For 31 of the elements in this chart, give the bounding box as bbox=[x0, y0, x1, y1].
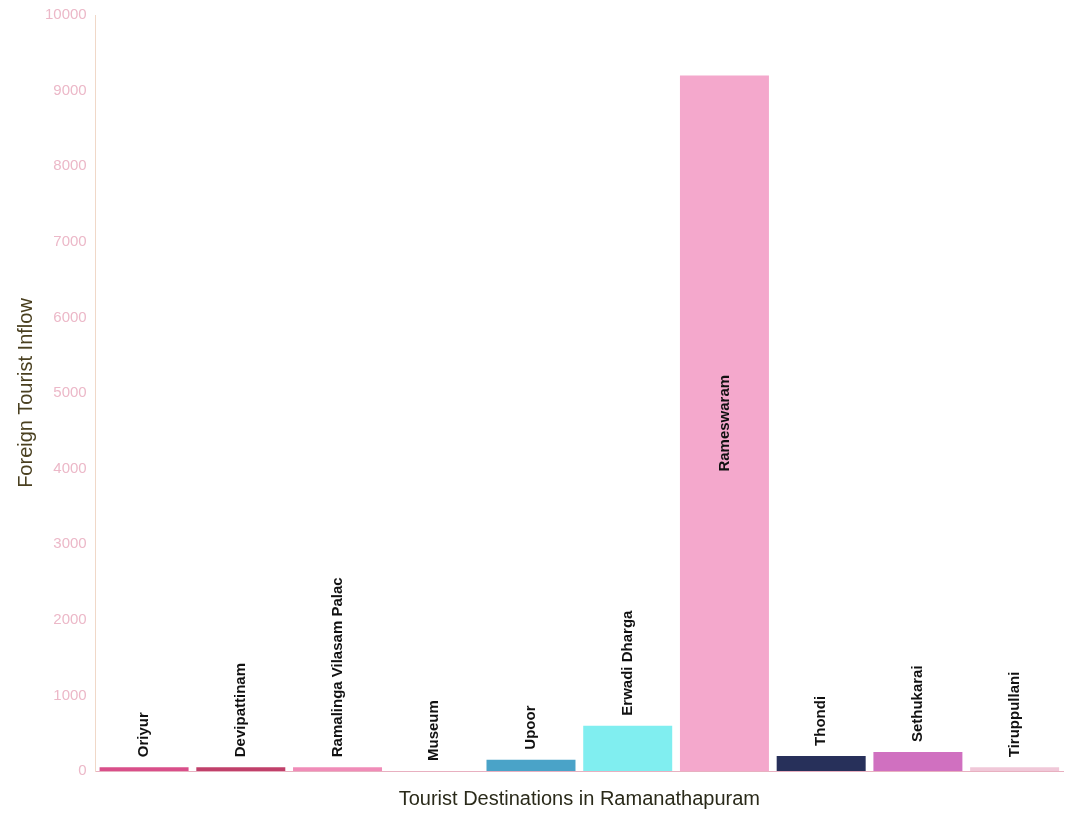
y-tick-label: 10000 bbox=[44, 5, 87, 23]
x-tick-label: Sethukarai bbox=[908, 665, 926, 743]
x-tick-label: Museum bbox=[424, 700, 442, 761]
y-tick-label: 4000 bbox=[53, 458, 87, 476]
bar bbox=[196, 767, 286, 771]
y-tick-label: 9000 bbox=[53, 80, 87, 98]
x-tick-label: Ramalinga Vilasam Palac bbox=[327, 577, 345, 758]
x-tick-label: Tiruppullani bbox=[1004, 671, 1022, 758]
x-tick-label: Upoor bbox=[521, 705, 539, 750]
y-tick-label: 1000 bbox=[53, 685, 87, 703]
bar bbox=[293, 767, 383, 771]
y-tick-label: 7000 bbox=[53, 231, 87, 249]
y-tick-label: 3000 bbox=[53, 534, 87, 552]
y-tick-label: 2000 bbox=[53, 609, 87, 627]
y-tick-label: 5000 bbox=[53, 383, 87, 401]
bar bbox=[583, 725, 673, 771]
x-tick-label: Devipattinam bbox=[230, 663, 248, 758]
bar bbox=[776, 755, 866, 771]
x-tick-label: Thondi bbox=[811, 695, 829, 746]
y-tick-label: 6000 bbox=[53, 307, 87, 325]
x-tick-label: Oriyur bbox=[134, 712, 152, 758]
x-tick-label: Rameswaram bbox=[714, 374, 732, 472]
bar bbox=[970, 767, 1060, 771]
x-tick-label: Erwadi Dharga bbox=[617, 609, 635, 716]
y-axis-title: Foreign Tourist Inflow bbox=[13, 297, 36, 488]
y-tick-label: 0 bbox=[78, 761, 87, 779]
y-tick-label: 8000 bbox=[53, 156, 87, 174]
bar bbox=[486, 759, 576, 771]
bar bbox=[873, 752, 963, 771]
x-axis-title: Tourist Destinations in Ramanathapuram bbox=[398, 786, 760, 809]
bar bbox=[99, 767, 189, 771]
